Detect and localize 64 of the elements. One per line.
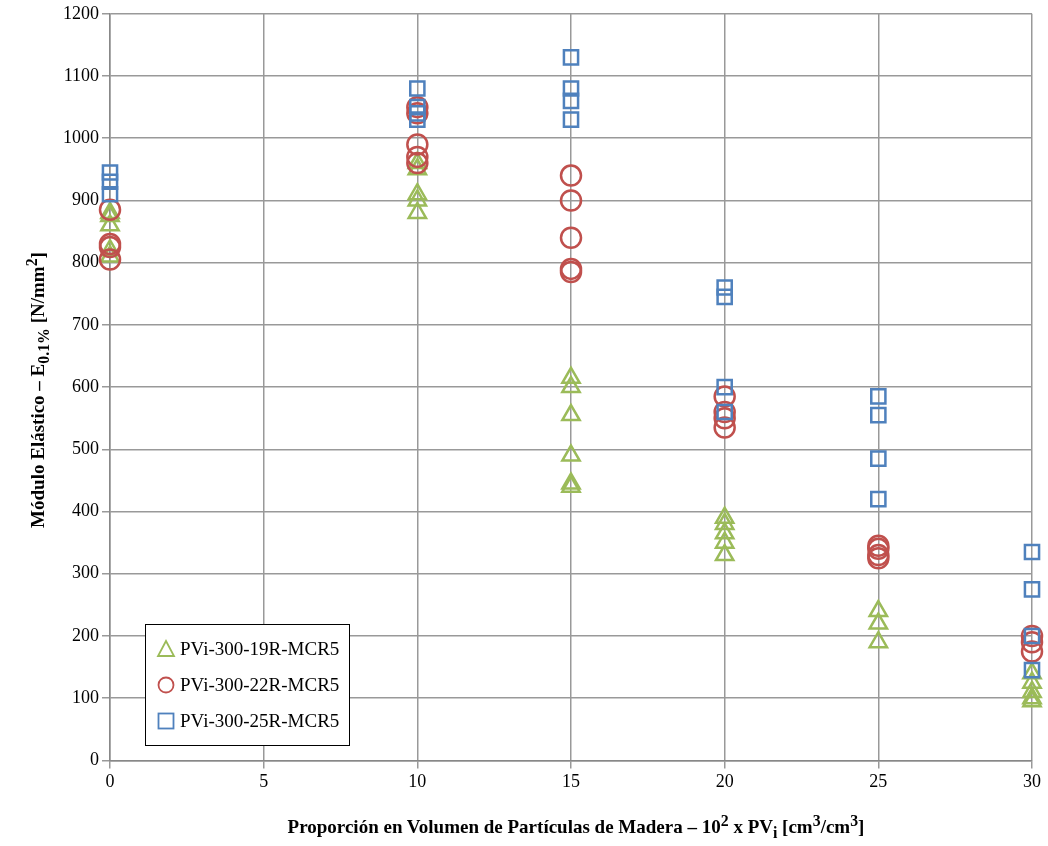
point (562, 80, 580, 97)
point (714, 543, 735, 562)
point (714, 531, 735, 549)
point (868, 630, 889, 649)
point (101, 185, 119, 203)
x-tick-label: 10 (408, 770, 427, 791)
y-tick-label: 200 (72, 624, 99, 645)
point (714, 512, 735, 531)
point (559, 164, 583, 187)
point (562, 49, 580, 66)
y-tick-label: 0 (90, 749, 99, 770)
point (559, 189, 583, 212)
legend-label: PVi-300-19R-MCR5 (180, 638, 340, 660)
point (714, 522, 735, 540)
point (868, 612, 889, 630)
x-tick-label: 20 (715, 770, 734, 791)
point (870, 490, 887, 508)
point (716, 279, 733, 296)
point (1023, 543, 1041, 561)
y-tick-label: 100 (72, 686, 99, 707)
point (561, 375, 581, 394)
legend-label: PVi-300-25R-MCR5 (180, 710, 340, 732)
point (406, 151, 429, 175)
point (716, 378, 733, 396)
point (1022, 680, 1042, 699)
point (870, 450, 887, 467)
point (1023, 580, 1041, 598)
x-tick-label: 30 (1023, 770, 1041, 791)
point (870, 406, 887, 424)
legend-label: PVi-300-22R-MCR5 (180, 674, 340, 696)
point (406, 145, 429, 169)
y-tick-label: 800 (72, 251, 99, 272)
y-tick-label: 700 (72, 313, 99, 334)
y-tick-label: 900 (72, 189, 99, 210)
y-tick-label: 1000 (63, 126, 99, 147)
y-tick-label: 500 (72, 438, 99, 459)
x-tick-label: 25 (869, 770, 888, 791)
point (562, 92, 580, 110)
point (409, 80, 426, 97)
point (406, 133, 429, 156)
point (870, 388, 887, 405)
y-tick-label: 400 (72, 500, 99, 521)
point (101, 164, 119, 181)
x-tick-label: 15 (562, 770, 580, 791)
point (716, 288, 733, 306)
point (562, 111, 580, 128)
point (101, 173, 119, 191)
point (559, 226, 583, 250)
y-tick-label: 300 (72, 562, 99, 583)
y-tick-label: 1100 (63, 64, 99, 85)
point (1022, 686, 1042, 705)
point (98, 248, 122, 271)
point (868, 599, 889, 618)
point (561, 444, 581, 462)
point (1020, 630, 1044, 654)
point (1022, 690, 1042, 708)
point (561, 403, 581, 422)
x-tick-label: 5 (259, 770, 269, 791)
y-tick-label: 600 (72, 375, 99, 396)
point (561, 366, 581, 385)
point (714, 506, 735, 525)
y-tick-label: 1200 (63, 2, 99, 23)
text: Proporción en Volumen de Partículas de Madera – 10$^{2}$ x PV$_{i}$ [cm$^{3}$/cm$^{3}$] (287, 812, 865, 842)
x-tick-label: 0 (105, 770, 115, 791)
